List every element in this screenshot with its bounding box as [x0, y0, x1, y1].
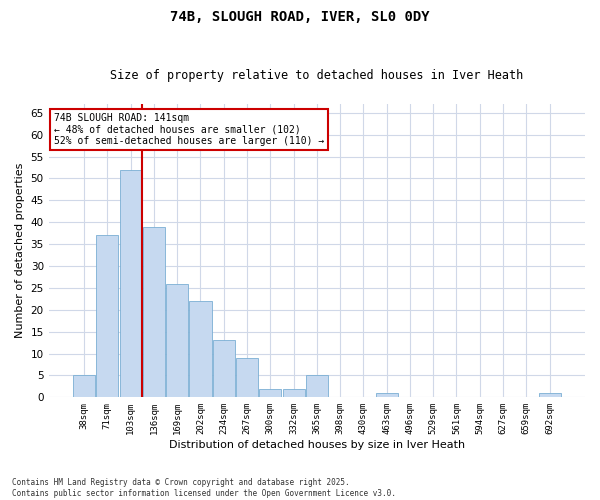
Y-axis label: Number of detached properties: Number of detached properties — [15, 163, 25, 338]
Text: Contains HM Land Registry data © Crown copyright and database right 2025.
Contai: Contains HM Land Registry data © Crown c… — [12, 478, 396, 498]
Bar — [539, 393, 560, 398]
Text: 74B SLOUGH ROAD: 141sqm
← 48% of detached houses are smaller (102)
52% of semi-d: 74B SLOUGH ROAD: 141sqm ← 48% of detache… — [54, 113, 324, 146]
Bar — [259, 388, 281, 398]
Bar — [97, 236, 118, 398]
Bar — [306, 376, 328, 398]
Bar — [166, 284, 188, 398]
Bar — [212, 340, 235, 398]
Bar — [119, 170, 142, 398]
X-axis label: Distribution of detached houses by size in Iver Heath: Distribution of detached houses by size … — [169, 440, 465, 450]
Bar — [376, 393, 398, 398]
Bar — [236, 358, 258, 398]
Bar — [283, 388, 305, 398]
Bar — [143, 226, 165, 398]
Bar — [190, 301, 212, 398]
Bar — [73, 376, 95, 398]
Title: Size of property relative to detached houses in Iver Heath: Size of property relative to detached ho… — [110, 69, 523, 82]
Text: 74B, SLOUGH ROAD, IVER, SL0 0DY: 74B, SLOUGH ROAD, IVER, SL0 0DY — [170, 10, 430, 24]
